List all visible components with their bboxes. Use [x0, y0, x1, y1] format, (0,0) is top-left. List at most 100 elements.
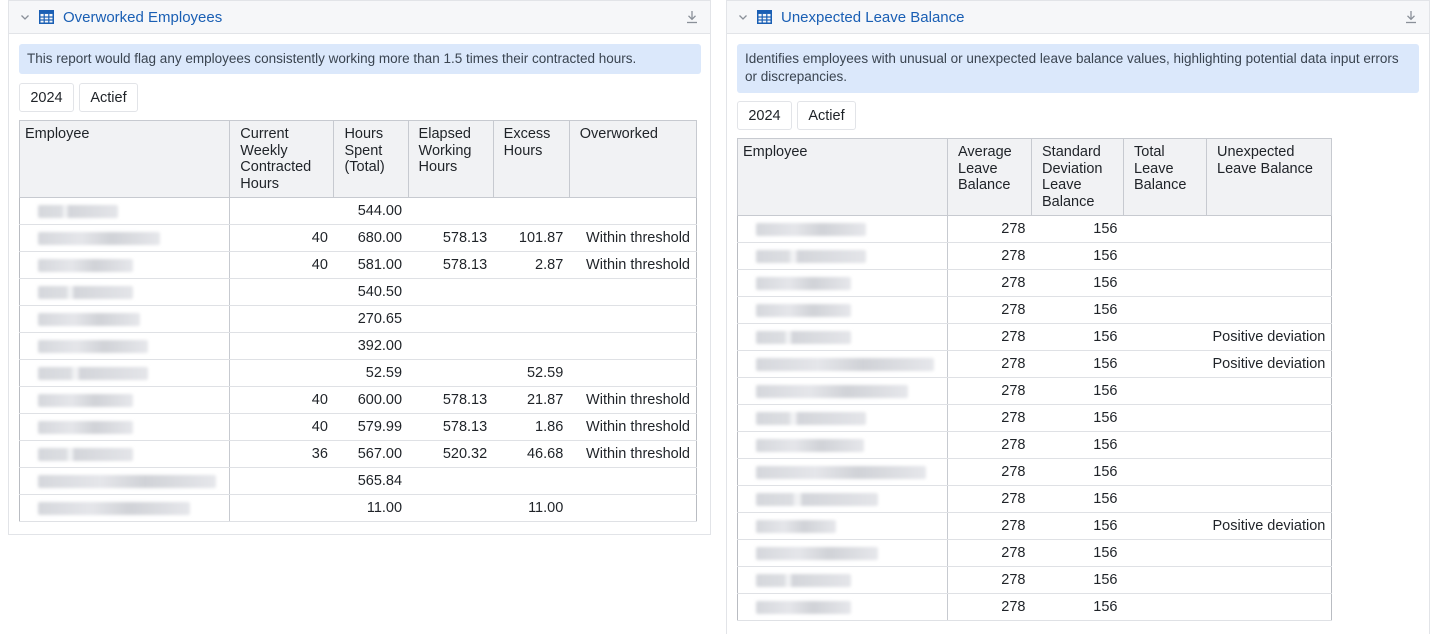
employee-name-cell[interactable] [19, 440, 231, 468]
employee-name-cell[interactable] [19, 359, 231, 387]
table-row: 278 156 640 Positive deviation [737, 512, 1332, 540]
column-header-contracted-hours[interactable]: Current Weekly Contracted Hours [229, 120, 335, 198]
overworked-status-cell: No contract hours [569, 305, 697, 333]
std-deviation-cell: 156 [1031, 593, 1124, 621]
employee-name-cell[interactable] [19, 197, 231, 225]
panel-title[interactable]: Unexpected Leave Balance [781, 8, 965, 26]
unexpected-leave-balance-panel: Unexpected Leave Balance Identifies empl… [726, 0, 1430, 634]
employee-name-cell[interactable] [737, 458, 948, 486]
contracted-hours-cell [229, 197, 334, 225]
filter-tag-status[interactable]: Actief [797, 101, 856, 130]
overworked-status-cell: No contract hours [569, 332, 697, 360]
redacted-name [756, 276, 851, 290]
employee-name-cell[interactable] [737, 269, 948, 297]
table-icon [39, 9, 55, 25]
total-leave-cell: 666 [1123, 323, 1207, 351]
column-header-average-leave[interactable]: Average Leave Balance [947, 138, 1032, 216]
download-icon[interactable] [684, 9, 700, 25]
employee-name-cell[interactable] [737, 593, 948, 621]
employee-name-cell[interactable] [19, 224, 231, 252]
unexpected-leave-status-cell: No leave balance [1206, 539, 1332, 567]
download-icon[interactable] [1403, 9, 1419, 25]
table-row: 278 156 No leave balance [737, 269, 1332, 297]
redacted-name [38, 204, 118, 218]
column-header-overworked[interactable]: Overworked [568, 120, 698, 198]
elapsed-hours-cell [408, 305, 494, 333]
employee-name-cell[interactable] [737, 242, 948, 270]
employee-name-cell[interactable] [737, 485, 948, 513]
column-header-excess-hours[interactable]: Excess Hours [492, 120, 570, 198]
employee-name-cell[interactable] [737, 215, 948, 243]
column-header-employee[interactable]: Employee [737, 138, 948, 216]
overworked-status-cell: Within threshold [569, 386, 697, 414]
employee-name-cell[interactable] [737, 377, 948, 405]
table-row: 278 156 No leave balance [737, 296, 1332, 324]
hours-spent-cell: 581.00 [333, 251, 409, 279]
total-leave-cell [1123, 458, 1207, 486]
average-leave-cell: 278 [947, 512, 1032, 540]
overworked-status-cell: No contract hours [569, 197, 697, 225]
employee-name-cell[interactable] [737, 350, 948, 378]
employee-name-cell[interactable] [737, 323, 948, 351]
redacted-name [38, 339, 148, 353]
unexpected-leave-status-cell: No leave balance [1206, 593, 1332, 621]
std-deviation-cell: 156 [1031, 269, 1124, 297]
employee-name-cell[interactable] [19, 305, 231, 333]
employee-name-cell[interactable] [19, 386, 231, 414]
unexpected-leave-status-cell: No leave balance [1206, 269, 1332, 297]
employee-name-cell[interactable] [19, 332, 231, 360]
average-leave-cell: 278 [947, 431, 1032, 459]
average-leave-cell: 278 [947, 485, 1032, 513]
redacted-name [756, 600, 851, 614]
overworked-table: Employee Current Weekly Contracted Hours… [18, 120, 698, 522]
overworked-employees-panel: Overworked Employees This report would f… [8, 0, 711, 535]
redacted-name [756, 384, 908, 398]
column-header-employee[interactable]: Employee [18, 120, 231, 198]
unexpected-leave-status-cell: No leave balance [1206, 485, 1332, 513]
elapsed-hours-cell [408, 467, 494, 495]
total-leave-cell [1123, 431, 1207, 459]
std-deviation-cell: 156 [1031, 404, 1124, 432]
employee-name-cell[interactable] [19, 251, 231, 279]
column-header-std-deviation[interactable]: Standard Deviation Leave Balance [1031, 138, 1124, 216]
column-header-total-leave[interactable]: Total Leave Balance [1123, 138, 1207, 216]
redacted-name [756, 573, 851, 587]
excess-hours-cell: 270.65 [493, 305, 570, 333]
employee-name-cell[interactable] [19, 494, 231, 522]
excess-hours-cell: 46.68 [493, 440, 570, 468]
column-header-hours-spent[interactable]: Hours Spent (Total) [333, 120, 409, 198]
filter-tag-year[interactable]: 2024 [737, 101, 792, 130]
unexpected-leave-status-cell: No leave balance [1206, 242, 1332, 270]
report-description: Identifies employees with unusual or une… [737, 44, 1419, 93]
overworked-status-cell: Within threshold [569, 224, 697, 252]
employee-name-cell[interactable] [737, 296, 948, 324]
employee-name-cell[interactable] [737, 431, 948, 459]
redacted-name [756, 492, 878, 506]
overworked-status-cell: No contract hours [569, 359, 697, 387]
hours-spent-cell: 52.59 [333, 359, 409, 387]
table-row: 392.00 392.00 No contract hours [19, 332, 697, 360]
employee-name-cell[interactable] [19, 413, 231, 441]
filter-tag-year[interactable]: 2024 [19, 83, 74, 112]
elapsed-hours-cell [408, 197, 494, 225]
std-deviation-cell: 156 [1031, 539, 1124, 567]
employee-name-cell[interactable] [737, 512, 948, 540]
hours-spent-cell: 567.00 [333, 440, 409, 468]
redacted-name [756, 222, 866, 236]
employee-name-cell[interactable] [737, 566, 948, 594]
employee-name-cell[interactable] [737, 404, 948, 432]
unexpected-leave-status-cell: Positive deviation [1206, 323, 1332, 351]
filter-tag-status[interactable]: Actief [79, 83, 138, 112]
chevron-down-icon[interactable] [735, 9, 751, 25]
employee-name-cell[interactable] [19, 467, 231, 495]
column-header-unexpected-leave[interactable]: Unexpected Leave Balance [1206, 138, 1332, 216]
employee-name-cell[interactable] [19, 278, 231, 306]
average-leave-cell: 278 [947, 593, 1032, 621]
panel-title[interactable]: Overworked Employees [63, 8, 223, 26]
redacted-name [38, 231, 160, 245]
std-deviation-cell: 156 [1031, 350, 1124, 378]
column-header-elapsed-hours[interactable]: Elapsed Working Hours [407, 120, 494, 198]
employee-name-cell[interactable] [737, 539, 948, 567]
chevron-down-icon[interactable] [17, 9, 33, 25]
table-row: 278 156 No leave balance [737, 404, 1332, 432]
